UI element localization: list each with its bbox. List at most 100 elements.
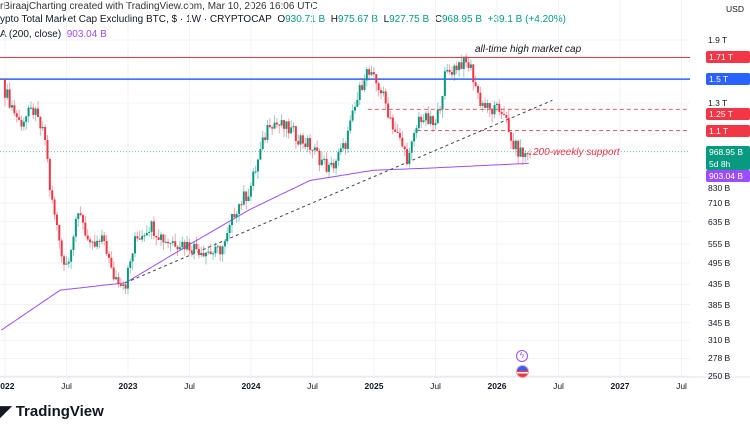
price-tick: 435 B	[708, 279, 731, 290]
candle-body	[181, 241, 184, 248]
candle-body	[498, 103, 501, 112]
candle-body	[63, 256, 66, 265]
time-tick: 2022	[0, 381, 15, 391]
candle-body	[283, 120, 286, 129]
candle-body	[446, 69, 449, 72]
trendline	[125, 99, 553, 284]
candle-body	[107, 253, 110, 258]
candle-body	[3, 79, 6, 98]
event-icon-lightning[interactable]: ϟ	[516, 350, 528, 362]
candle-body	[129, 261, 132, 268]
low-value: 927.75 B	[389, 14, 430, 25]
candle-body	[91, 241, 94, 243]
candle-body	[396, 131, 399, 133]
event-icon-us-flag[interactable]	[516, 365, 529, 378]
ma-legend[interactable]: A (200, close) 903.04 B	[0, 29, 107, 41]
candle-body	[46, 140, 49, 160]
currency-label[interactable]: USD	[726, 4, 744, 14]
candle-body	[79, 213, 82, 216]
candle-body	[257, 159, 260, 172]
candle-body	[197, 249, 200, 256]
candle-body	[70, 249, 73, 262]
candle-body	[155, 235, 158, 238]
candle-body	[235, 214, 238, 218]
ma-label: A (200, close)	[0, 29, 62, 40]
candle-body	[455, 65, 458, 71]
candle-body	[84, 222, 87, 236]
candle-body	[112, 267, 115, 280]
candle-body	[365, 69, 368, 81]
candle-body	[481, 103, 484, 106]
price-chart[interactable]	[0, 0, 750, 395]
candle-body	[486, 103, 489, 108]
candle-body	[342, 143, 345, 149]
candle-body	[266, 125, 269, 140]
candle-body	[152, 221, 155, 236]
candle-body	[264, 137, 267, 140]
candle-body	[358, 85, 361, 100]
support-annotation: 200-weekly support	[533, 147, 620, 158]
price-tick: 385 B	[708, 299, 731, 310]
candle-body	[325, 158, 328, 172]
candle-body	[313, 147, 316, 151]
candle-body	[254, 171, 257, 173]
candle-body	[186, 242, 189, 250]
time-tick: 2026	[487, 381, 507, 391]
candle-body	[271, 127, 274, 129]
candle-body	[297, 140, 300, 145]
candle-body	[429, 116, 432, 124]
candle-body	[488, 103, 491, 109]
candle-body	[273, 122, 276, 129]
time-tick: 2024	[241, 381, 261, 391]
candle-body	[103, 235, 106, 242]
candle-body	[72, 236, 75, 250]
logo-text: TradingView	[15, 403, 104, 420]
candle-body	[460, 62, 463, 69]
candle-body	[377, 83, 380, 91]
candle-body	[290, 127, 293, 134]
price-tick: 555 B	[708, 238, 731, 249]
candle-body	[81, 215, 84, 223]
candle-body	[368, 69, 371, 75]
candle-body	[141, 235, 144, 240]
candle-body	[138, 238, 141, 240]
price-tick: 345 B	[708, 317, 731, 328]
candle-body	[380, 90, 383, 94]
candle-body	[309, 138, 312, 150]
candle-body	[391, 117, 394, 130]
candle-body	[171, 241, 174, 243]
candle-body	[65, 263, 68, 265]
time-tick: Jul	[184, 381, 195, 391]
tradingview-logo[interactable]: ◤ TradingView	[0, 402, 104, 420]
candle-body	[458, 62, 461, 71]
candle-body	[247, 196, 250, 202]
candle-body	[332, 162, 335, 169]
candle-body	[226, 232, 229, 242]
price-tick: 1.3 T	[708, 97, 728, 108]
time-tick: Jul	[61, 381, 72, 391]
candle-body	[353, 106, 356, 111]
candle-body	[450, 71, 453, 75]
time-tick: 2027	[610, 381, 630, 391]
price-tick: 1.9 T	[708, 35, 728, 45]
candle-body	[8, 89, 11, 108]
candle-body	[292, 126, 295, 128]
candle-body	[20, 119, 23, 127]
candle-body	[164, 241, 167, 243]
candle-body	[238, 204, 241, 215]
candle-body	[25, 116, 28, 122]
change-value: +39.1 B (+4.20%)	[487, 14, 566, 25]
symbol-legend: ypto Total Market Cap Excluding BTC, $ ·…	[0, 14, 566, 26]
candle-body	[51, 190, 54, 200]
candle-body	[330, 162, 333, 165]
candle-body	[432, 116, 435, 126]
price-tick: 710 B	[708, 198, 731, 209]
candle-body	[148, 231, 151, 233]
candle-body	[136, 236, 139, 239]
candle-body	[27, 107, 30, 117]
candle-body	[37, 108, 40, 117]
candle-body	[484, 103, 487, 108]
candle-body	[219, 246, 222, 255]
candle-body	[512, 140, 515, 150]
candle-body	[389, 117, 392, 119]
